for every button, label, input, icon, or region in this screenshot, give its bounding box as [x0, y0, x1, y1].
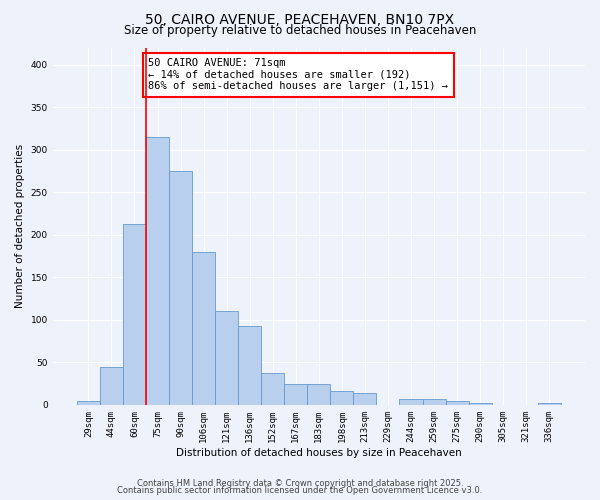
Bar	[77, 400, 100, 405]
Text: 50, CAIRO AVENUE, PEACEHAVEN, BN10 7PX: 50, CAIRO AVENUE, PEACEHAVEN, BN10 7PX	[145, 12, 455, 26]
Bar	[192, 252, 215, 405]
Bar	[446, 402, 469, 405]
Bar	[238, 326, 261, 405]
Bar	[215, 311, 238, 405]
Y-axis label: Number of detached properties: Number of detached properties	[15, 144, 25, 308]
Bar	[123, 224, 146, 405]
Bar	[538, 403, 561, 405]
Bar	[146, 137, 169, 405]
Bar	[100, 368, 123, 405]
Text: Contains public sector information licensed under the Open Government Licence v3: Contains public sector information licen…	[118, 486, 482, 495]
X-axis label: Distribution of detached houses by size in Peacehaven: Distribution of detached houses by size …	[176, 448, 462, 458]
Bar	[400, 399, 422, 405]
Bar	[331, 391, 353, 405]
Text: Contains HM Land Registry data © Crown copyright and database right 2025.: Contains HM Land Registry data © Crown c…	[137, 478, 463, 488]
Text: Size of property relative to detached houses in Peacehaven: Size of property relative to detached ho…	[124, 24, 476, 37]
Text: 50 CAIRO AVENUE: 71sqm
← 14% of detached houses are smaller (192)
86% of semi-de: 50 CAIRO AVENUE: 71sqm ← 14% of detached…	[148, 58, 448, 92]
Bar	[307, 384, 331, 405]
Bar	[469, 403, 491, 405]
Bar	[284, 384, 307, 405]
Bar	[261, 372, 284, 405]
Bar	[169, 171, 192, 405]
Bar	[353, 393, 376, 405]
Bar	[422, 399, 446, 405]
